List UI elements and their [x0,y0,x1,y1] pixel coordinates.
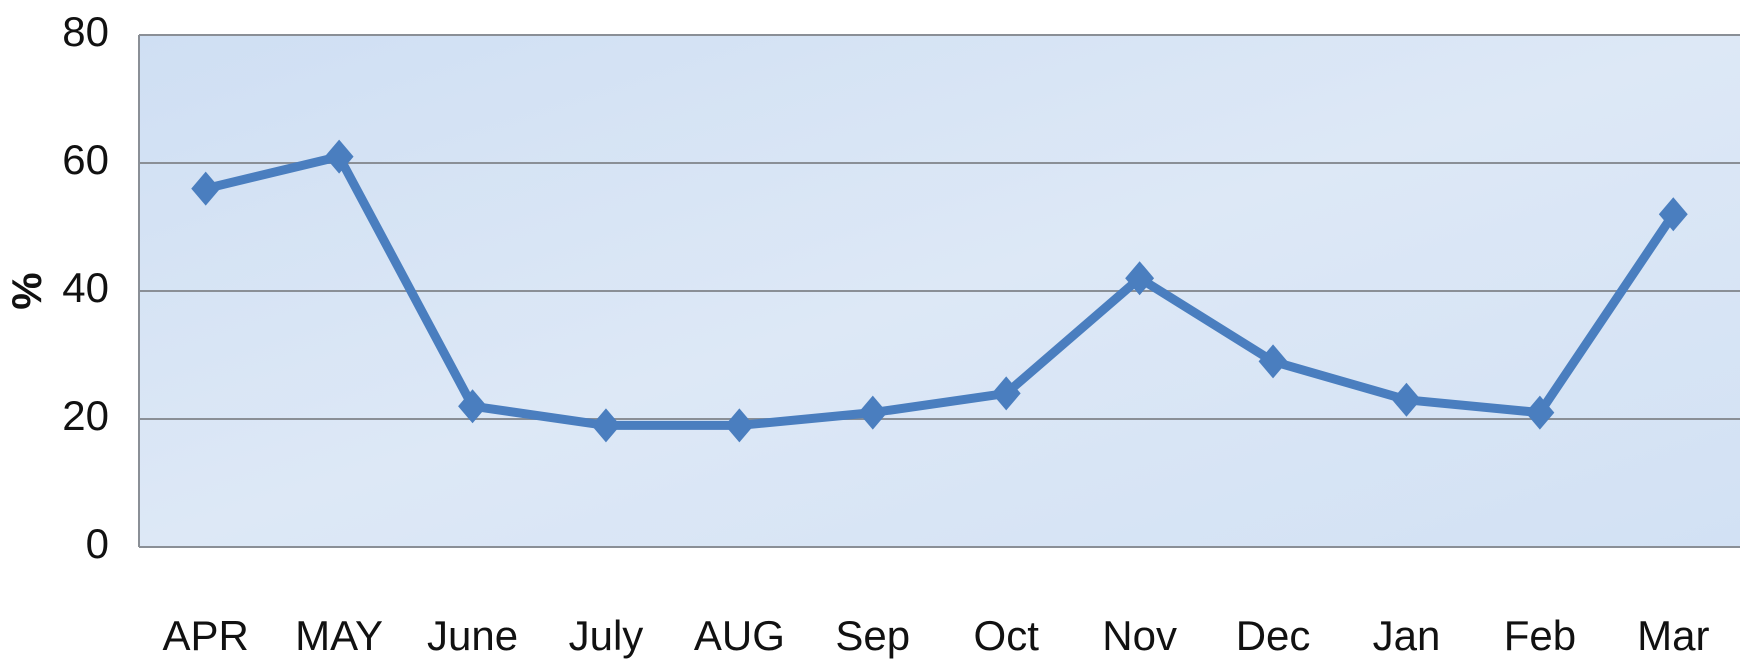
marker [458,389,487,424]
y-tick-label: 60 [62,136,109,183]
x-tick-label: Nov [1102,612,1177,659]
marker [724,408,754,443]
marker [1392,382,1421,417]
x-tick-label: MAY [295,612,383,659]
x-tick-label: Jan [1373,612,1441,659]
y-tick-label: 0 [86,520,109,567]
marker [191,171,221,206]
marker [324,139,354,174]
marker [1258,344,1288,379]
marker [591,408,621,443]
x-tick-label: AUG [694,612,785,659]
y-axis-label: % [3,272,50,309]
x-tick-label: Sep [835,612,910,659]
marker [1125,261,1155,296]
x-tick-label: July [569,612,644,659]
x-tick-label: Mar [1637,612,1709,659]
y-tick-label: 40 [62,264,109,311]
x-tick-label: Feb [1504,612,1576,659]
marker [1525,395,1555,430]
marker [991,376,1021,411]
x-tick-label: June [427,612,518,659]
x-tick-label: Dec [1236,612,1311,659]
marker [1658,197,1688,232]
y-tick-label: 80 [62,8,109,55]
y-tick-label: 20 [62,392,109,439]
x-tick-label: APR [163,612,249,659]
x-tick-label: Oct [974,612,1040,659]
line [204,152,1678,430]
marker [858,395,888,430]
